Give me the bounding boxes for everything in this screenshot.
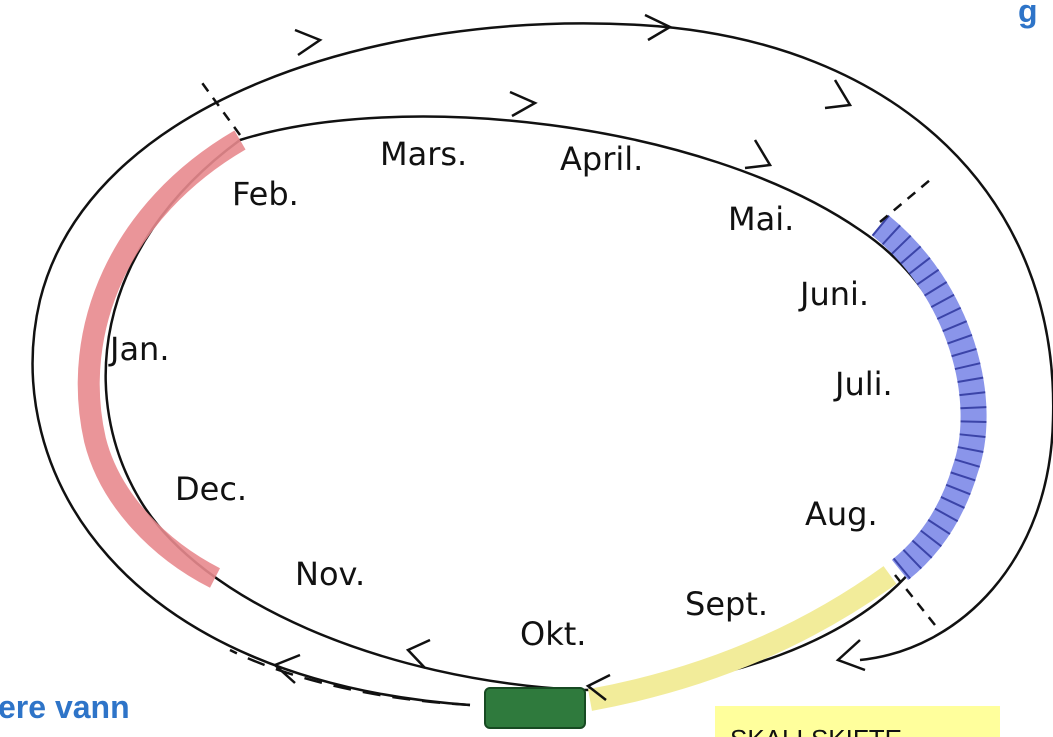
divider: [894, 574, 936, 626]
arrow: [509, 90, 538, 118]
arrow: [272, 653, 301, 684]
month-label: Nov.: [295, 555, 365, 593]
month-label: Jan.: [108, 330, 170, 368]
month-label: Sept.: [685, 585, 768, 623]
outer-loop: [31, 22, 1053, 707]
month-label: Okt.: [520, 615, 586, 653]
arrow: [744, 139, 773, 170]
caption: g: [1018, 0, 1038, 29]
caption: ere vann: [0, 689, 130, 725]
arrow: [405, 638, 431, 669]
arrow: [835, 639, 866, 672]
arrow: [294, 28, 323, 57]
month-label: Mars.: [380, 135, 467, 173]
arrow: [824, 79, 853, 110]
caption-box: [715, 706, 1000, 737]
month-label: Juli.: [833, 365, 893, 403]
divider: [879, 179, 931, 223]
outer-loop-dashed: [229, 648, 471, 707]
arrow: [644, 13, 673, 42]
arrow: [585, 673, 611, 701]
molt-marker: [484, 687, 586, 729]
autumn-band: [588, 566, 897, 711]
month-label: Dec.: [175, 470, 247, 508]
winter-band: [77, 130, 246, 588]
divider: [198, 79, 242, 136]
month-label: Feb.: [232, 175, 299, 213]
month-label: Juni.: [798, 275, 869, 313]
summer-band: [871, 214, 987, 581]
caption: SKALLSKIFTE: [730, 724, 902, 737]
month-label: Aug.: [805, 495, 878, 533]
month-label: Mai.: [728, 200, 794, 238]
month-label: April.: [560, 140, 643, 178]
summer-band-ticks: [871, 214, 987, 581]
